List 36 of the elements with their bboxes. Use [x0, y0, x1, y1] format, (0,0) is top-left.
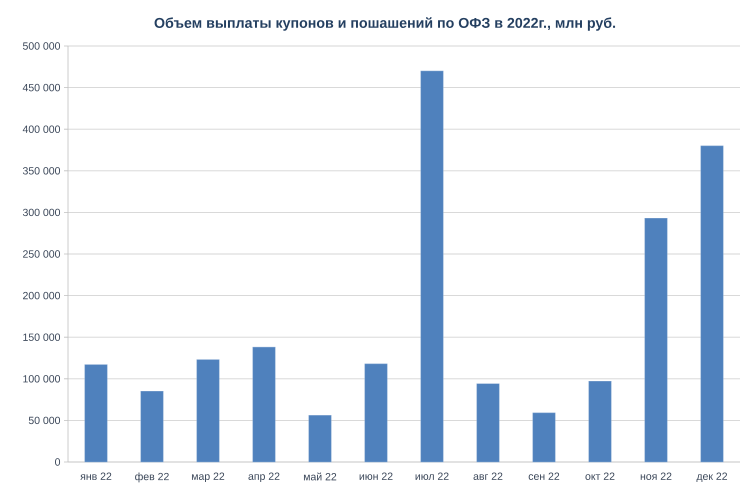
bar [700, 146, 724, 462]
bar [252, 346, 276, 462]
bar [588, 381, 612, 462]
y-tick-label: 400 000 [22, 125, 60, 133]
x-tick-label: мар 22 [192, 472, 224, 482]
x-tick-label: дек 22 [696, 472, 728, 482]
x-tick-label: июл 22 [416, 472, 449, 480]
y-tick-label: 200 000 [23, 292, 60, 300]
y-tick-label: 350 000 [22, 167, 60, 175]
bar [196, 359, 220, 462]
bar [532, 412, 556, 462]
bar [84, 364, 108, 462]
y-tick-label: 500 000 [22, 42, 60, 50]
bar [364, 364, 388, 462]
y-tick-label: 0 [55, 458, 60, 466]
chart-title: Объем выплаты купонов и пошашений по ОФЗ в 2022г., млн руб. [154, 17, 616, 31]
x-tick-label: авг 22 [474, 472, 502, 480]
x-tick-label: май 22 [304, 472, 336, 480]
y-tick-label: 50 000 [28, 416, 60, 424]
x-tick-label: фев 22 [135, 472, 169, 482]
x-tick-label: апр 22 [248, 472, 280, 482]
y-tick-label: 100 000 [23, 375, 60, 383]
bar [476, 384, 500, 462]
bar [308, 415, 332, 462]
bar [644, 218, 668, 462]
y-tick-label: 450 000 [22, 84, 60, 92]
y-tick-label: 300 000 [22, 208, 60, 216]
x-tick-label: окт 22 [585, 472, 614, 480]
x-tick-label: ноя 22 [640, 472, 672, 480]
y-tick-label: 250 000 [23, 250, 60, 258]
x-tick-label: июн 22 [360, 472, 393, 480]
bar [140, 391, 164, 462]
x-tick-label: янв 22 [80, 472, 112, 480]
y-tick-label: 150 000 [23, 333, 60, 341]
x-tick-label: сен 22 [528, 472, 560, 480]
bar [420, 70, 444, 462]
